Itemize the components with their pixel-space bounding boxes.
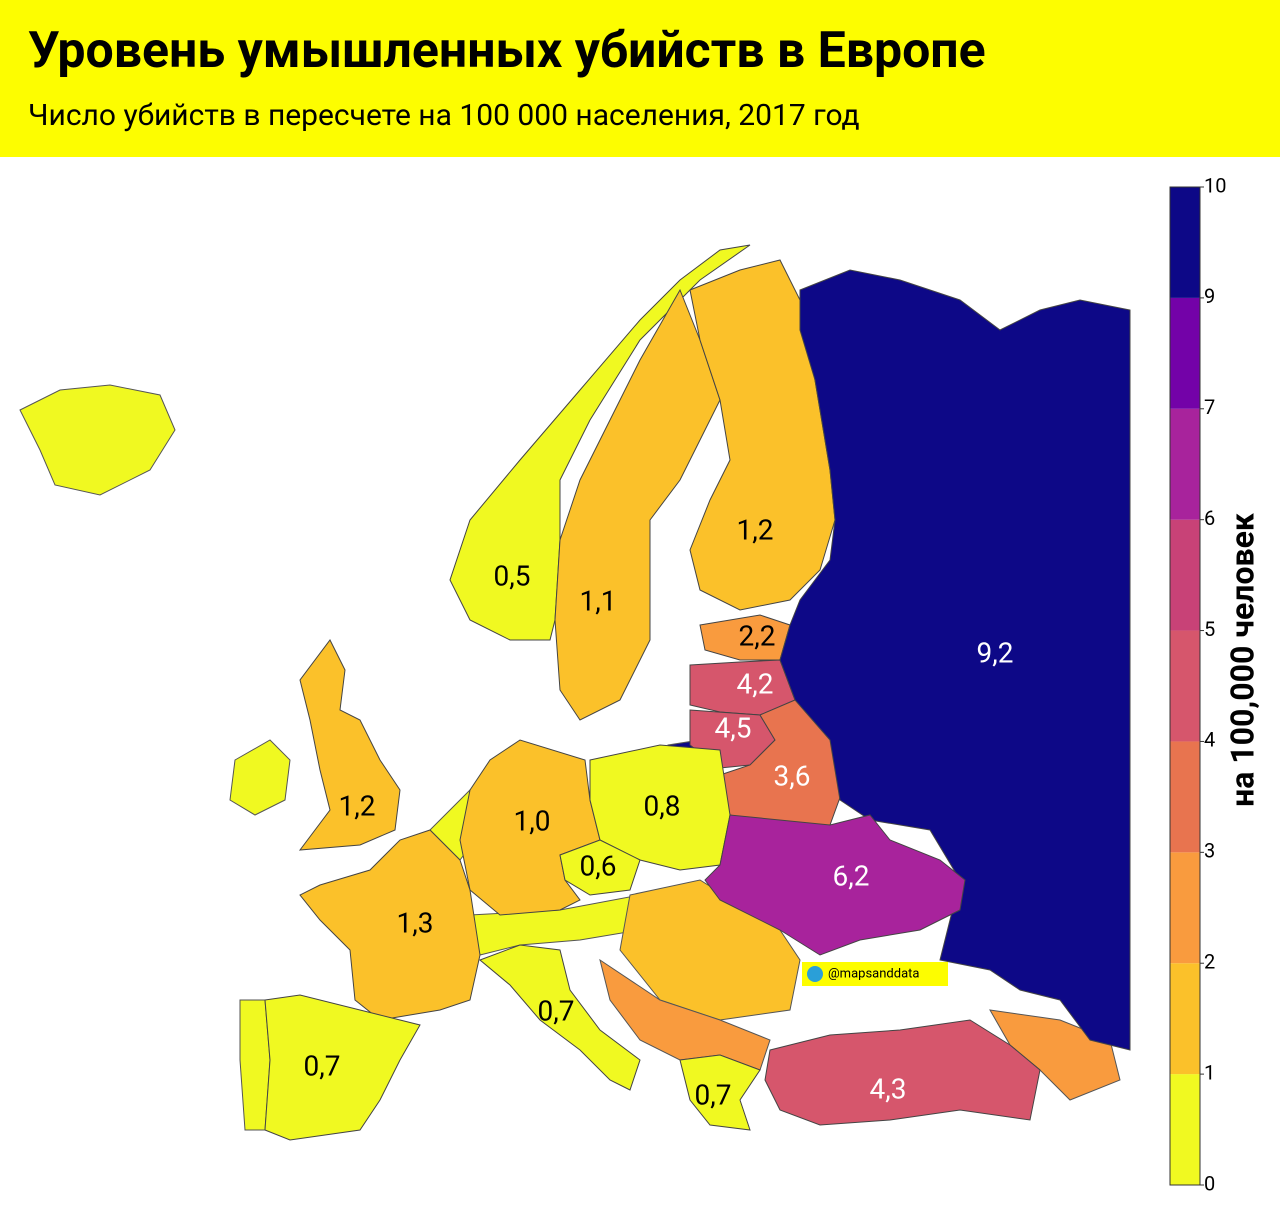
legend-swatch [1170, 630, 1200, 742]
region-label: 6,2 [833, 859, 870, 892]
legend-tick-label: 5 [1204, 617, 1215, 641]
legend-swatch [1170, 852, 1200, 964]
legend-tick-label: 1 [1204, 1060, 1215, 1084]
region-label: 0,8 [644, 789, 681, 822]
legend-tick-label: 9 [1204, 284, 1215, 308]
legend-swatch [1170, 519, 1200, 631]
subtitle: Число убийств в пересчете на 100 000 нас… [28, 98, 860, 133]
iceland [19, 384, 176, 496]
legend-tick-label: 7 [1204, 395, 1215, 419]
region-label: 4,3 [870, 1072, 907, 1105]
legend-tick-label: 10 [1204, 173, 1226, 197]
region [554, 288, 721, 721]
legend-swatch [1170, 408, 1200, 520]
region-label: 9,2 [977, 636, 1014, 669]
legend-swatch [1170, 187, 1200, 298]
legend-title: на 100,000 человек [1223, 512, 1261, 807]
region-label: 1,2 [339, 789, 376, 822]
region [559, 839, 641, 896]
legend-swatch [1170, 1074, 1200, 1185]
region [298, 639, 401, 851]
legend-tick-label: 2 [1204, 950, 1215, 974]
region-label: 3,6 [774, 759, 811, 792]
region-label: 0,7 [304, 1049, 341, 1082]
title: Уровень умышленных убийств в Европе [28, 22, 986, 80]
region-label: 0,7 [538, 994, 575, 1027]
legend-tick-label: 6 [1204, 506, 1215, 530]
region-label: 4,5 [715, 711, 752, 744]
legend-swatch [1170, 963, 1200, 1075]
watermark: @mapsanddata [828, 966, 919, 981]
legend-tick-label: 0 [1204, 1171, 1215, 1195]
switzerland-austria [469, 894, 641, 956]
labels: 0,5 1,1 1,2 2,2 4,2 4,5 3,6 9,2 1,2 1,0 0,8 0,6 6,2 1… [304, 513, 1014, 1111]
region [479, 944, 641, 1091]
region-label: 4,2 [737, 667, 774, 700]
legend-swatch [1170, 741, 1200, 853]
watermark-box: @mapsanddata [802, 962, 948, 986]
region [449, 244, 751, 641]
region [764, 1019, 1041, 1126]
region-label: 1,2 [737, 513, 774, 546]
header: Уровень умышленных убийств в Европе Числ… [0, 0, 1280, 157]
region [589, 744, 731, 871]
regions [264, 244, 1131, 1141]
watermark-bg [802, 962, 948, 986]
region [689, 259, 836, 611]
telegram-icon [807, 966, 823, 982]
region-label: 2,2 [739, 619, 776, 652]
portugal [239, 999, 271, 1131]
region [264, 994, 421, 1141]
region-label: 1,0 [514, 804, 551, 837]
region-label: 1,3 [397, 906, 434, 939]
region [704, 814, 966, 956]
region [299, 829, 481, 1021]
region-label: 1,1 [580, 584, 617, 617]
region-label: 0,5 [494, 559, 531, 592]
legend-tick-label: 4 [1204, 728, 1215, 752]
region-label: 0,7 [695, 1078, 732, 1111]
region-label: 0,6 [580, 849, 617, 882]
region [679, 1054, 761, 1131]
ireland [229, 739, 291, 816]
legend-tick-label: 3 [1204, 839, 1215, 863]
legend-frame [1169, 186, 1201, 1186]
legend: 0 1 2 3 4 5 6 7 9 10 на 100,000 человек [1169, 173, 1261, 1195]
legend-swatch [1170, 297, 1200, 409]
